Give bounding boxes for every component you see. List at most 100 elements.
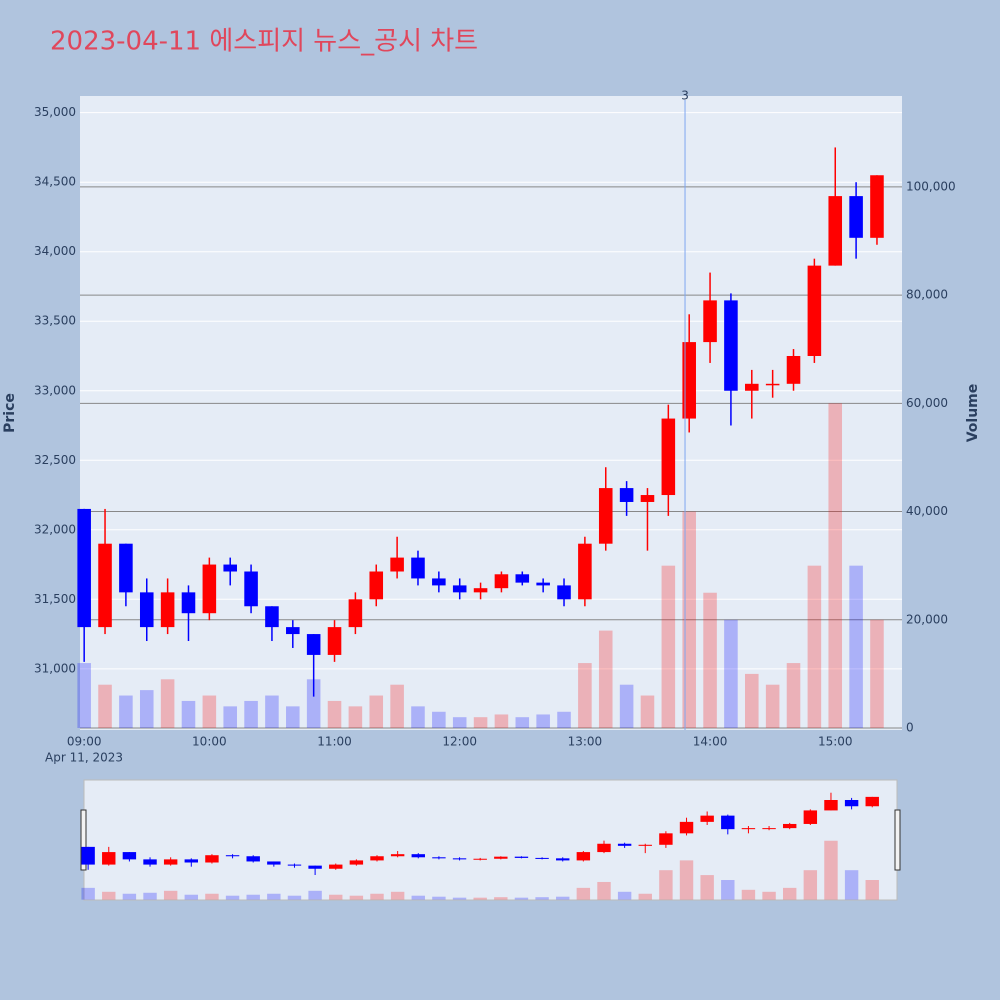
slider-candle-body	[308, 865, 322, 869]
slider-volume-bar	[844, 870, 859, 900]
x-tick-label: 11:00	[317, 735, 352, 749]
slider-candle-body	[452, 858, 467, 860]
slider-candle-body	[349, 860, 364, 865]
volume-bar	[181, 700, 196, 728]
slider-volume-bar	[370, 893, 384, 900]
slider-candle-body	[782, 823, 797, 829]
slider-candle-body	[514, 856, 529, 858]
candle-body	[807, 265, 822, 356]
slider-candle-body	[762, 828, 776, 830]
slider-volume-bar	[638, 893, 652, 900]
slider-volume-bar	[163, 890, 178, 900]
slider-volume-bar	[267, 893, 281, 900]
candle-body	[515, 574, 530, 583]
candle-body	[724, 300, 738, 391]
slider-candle-body	[267, 861, 281, 865]
candle-body	[828, 196, 843, 266]
candle-body	[765, 383, 780, 386]
volume-bar	[703, 592, 717, 728]
x-tick-label: 12:00	[442, 735, 477, 749]
candle-body	[244, 571, 258, 607]
candle-body	[223, 564, 237, 572]
slider-volume-bar	[617, 891, 632, 900]
candle-body	[452, 585, 467, 593]
volume-bar	[411, 706, 425, 728]
candle-body	[578, 543, 592, 600]
candle-body	[849, 196, 863, 238]
y-tick-label: 31,000	[34, 661, 76, 675]
x-tick-label: 14:00	[693, 735, 728, 749]
candle-body	[598, 488, 613, 544]
slider-candle-body	[741, 828, 756, 830]
volume-bar	[745, 673, 759, 728]
candle-body	[473, 588, 488, 593]
volume-bar	[765, 684, 780, 728]
slider-volume-bar	[184, 894, 199, 900]
volume-bar	[536, 714, 550, 728]
candle-body	[432, 578, 446, 586]
volume-bar	[870, 619, 884, 728]
slider-handle[interactable]	[80, 809, 87, 871]
slider-volume-bar	[741, 889, 756, 900]
candle-body	[786, 355, 801, 384]
x-tick-label: 10:00	[192, 735, 227, 749]
y2-tick-label: 40,000	[906, 504, 948, 518]
slider-volume-bar	[411, 895, 425, 900]
slider-candle-body	[122, 852, 137, 860]
slider-volume-bar	[824, 840, 838, 900]
slider-volume-bar	[782, 887, 797, 900]
slider-candle-body	[803, 810, 818, 824]
volume-bar	[139, 690, 154, 728]
candle-body	[202, 564, 217, 614]
slider-volume-bar	[535, 897, 549, 900]
y2-tick-label: 80,000	[906, 288, 948, 302]
volume-bar	[306, 679, 321, 728]
volume-bar	[369, 695, 384, 728]
range-slider[interactable]	[83, 779, 898, 901]
slider-candle-body	[411, 854, 425, 858]
slider-volume-bar	[452, 897, 467, 900]
slider-candle-body	[679, 821, 694, 834]
candle-body	[348, 599, 363, 628]
slider-candle-body	[844, 800, 859, 807]
slider-volume-bar	[659, 870, 673, 900]
volume-bar	[286, 706, 300, 728]
slider-volume-bar	[473, 897, 487, 900]
x-tick-label: 13:00	[568, 735, 603, 749]
volume-bar	[849, 565, 863, 728]
y-tick-label: 33,500	[34, 314, 76, 328]
slider-volume-bar	[390, 891, 405, 900]
candle-body	[369, 571, 384, 600]
slider-handle[interactable]	[894, 809, 901, 871]
slider-candle-body	[184, 859, 199, 863]
candle-body	[286, 627, 300, 635]
slider-candle-body	[81, 846, 95, 865]
candle-body	[557, 585, 571, 600]
candle-body	[682, 342, 696, 419]
slider-volume-bar	[432, 896, 446, 900]
volume-bar	[807, 565, 822, 728]
volume-bar	[432, 711, 446, 728]
volume-bar	[661, 565, 676, 728]
candle-body	[640, 495, 655, 502]
candle-body	[411, 557, 425, 579]
slider-candle-body	[329, 864, 343, 869]
candle-body	[98, 543, 112, 628]
volume-bar	[348, 706, 363, 728]
slider-volume-bar	[679, 860, 694, 900]
volume-bar	[619, 684, 634, 728]
slider-candle-body	[205, 855, 219, 863]
slider-candle-body	[638, 844, 652, 846]
slider-candle-body	[287, 864, 302, 866]
y-tick-label: 35,000	[34, 105, 76, 119]
slider-candle-body	[102, 852, 116, 865]
volume-bar	[578, 663, 592, 728]
slider-volume-bar	[287, 895, 302, 900]
volume-bar	[223, 706, 237, 728]
y-axis-title: Price	[2, 393, 18, 433]
volume-bar	[724, 619, 738, 728]
candle-body	[160, 592, 175, 628]
candle-body	[327, 627, 342, 655]
y-tick-label: 32,500	[34, 453, 76, 467]
candle-body	[306, 634, 321, 655]
